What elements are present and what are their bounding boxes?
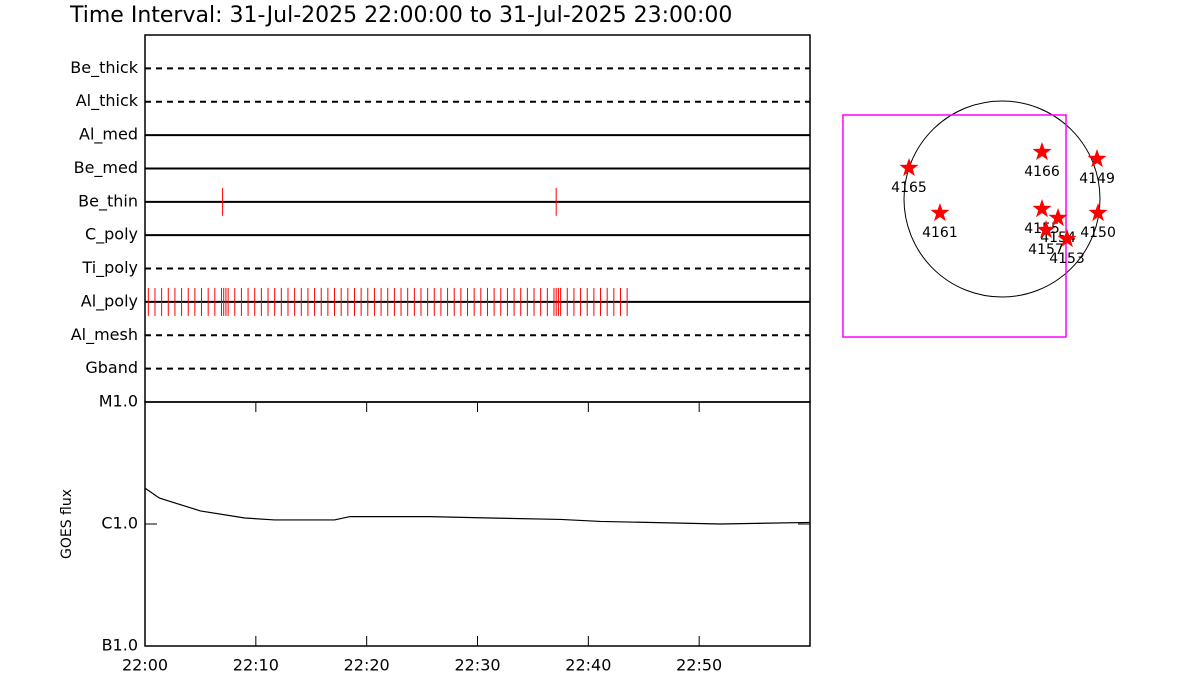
row-label: Be_med <box>74 158 138 178</box>
row-label: Al_mesh <box>71 325 138 345</box>
row-label: Be_thick <box>70 58 138 78</box>
x-tick-label: 22:20 <box>344 656 390 675</box>
y-tick-label: C1.0 <box>101 514 138 533</box>
title: Time Interval: 31-Jul-2025 22:00:00 to 3… <box>69 3 732 28</box>
region-label: 4161 <box>922 225 958 241</box>
timeline-frame <box>144 34 811 403</box>
region-star <box>1088 202 1108 222</box>
row-label: Al_med <box>79 125 138 145</box>
region-star <box>1032 142 1052 161</box>
region-star <box>1057 229 1077 248</box>
x-tick-label: 22:10 <box>233 656 279 675</box>
region-star <box>1036 220 1056 239</box>
goes-curve <box>144 487 811 525</box>
region-star <box>899 157 919 177</box>
region-label: 4150 <box>1080 225 1116 241</box>
row-label: Al_poly <box>81 291 138 311</box>
x-tick-label: 22:00 <box>122 656 168 675</box>
region-label: 4166 <box>1024 164 1060 180</box>
x-tick-label: 22:30 <box>454 656 500 675</box>
region-label: 4149 <box>1079 171 1115 187</box>
row-label: Be_thin <box>78 191 138 211</box>
region-star <box>1048 207 1068 227</box>
region-label: 4165 <box>891 180 927 196</box>
row-label: Ti_poly <box>81 258 138 278</box>
region-label: 4157 <box>1028 242 1064 258</box>
x-tick-label: 22:40 <box>565 656 611 675</box>
y-axis-label: GOES flux <box>59 489 75 559</box>
y-tick-label: B1.0 <box>102 636 138 655</box>
region-star <box>1087 148 1107 168</box>
region-label: 4153 <box>1049 251 1085 267</box>
region-star <box>1032 199 1052 218</box>
fov-box <box>842 114 1067 338</box>
solar-limb <box>903 100 1101 298</box>
row-label: C_poly <box>85 225 138 245</box>
y-tick-label: M1.0 <box>99 392 138 411</box>
row-label: Al_thick <box>76 91 139 111</box>
region-star <box>930 202 950 222</box>
x-tick-label: 22:50 <box>676 656 722 675</box>
row-label: Gband <box>85 358 138 377</box>
